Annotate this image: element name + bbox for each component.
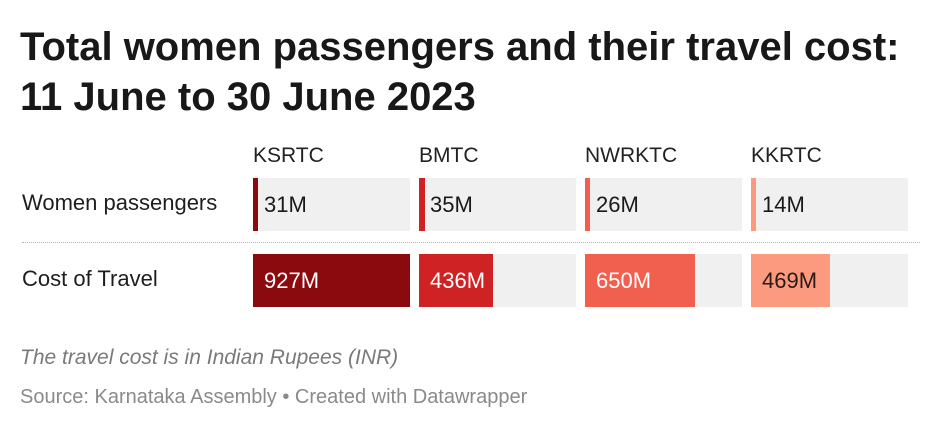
- column-header-ksrtc: KSRTC: [253, 144, 324, 167]
- cell-women-passengers-bmtc: 35M: [419, 178, 576, 231]
- data-label: 469M: [762, 268, 818, 293]
- bar-fill: [253, 178, 258, 231]
- cell-cost-of-travel-nwrktc: 650M: [585, 254, 742, 307]
- bar-fill: [585, 254, 695, 307]
- cell-cost-of-travel-bmtc: 436M: [419, 254, 576, 307]
- data-label: 31M: [264, 192, 307, 217]
- bar-background: [419, 178, 576, 231]
- cell-women-passengers-kkrtc: 14M: [751, 178, 908, 231]
- bar-background: [751, 178, 908, 231]
- chart-note: The travel cost is in Indian Rupees (INR…: [20, 346, 399, 369]
- cell-women-passengers-nwrktc: 26M: [585, 178, 742, 231]
- row-label-women-passengers: Women passengers: [22, 190, 218, 215]
- cell-women-passengers-ksrtc: 31M: [253, 178, 410, 231]
- bar-fill: [751, 178, 756, 231]
- bar-background: [253, 178, 410, 231]
- row-label-cost-of-travel: Cost of Travel: [22, 266, 158, 291]
- column-header-bmtc: BMTC: [419, 144, 479, 167]
- bar-fill: [419, 254, 493, 307]
- bar-fill: [751, 254, 830, 307]
- bar-fill: [419, 178, 425, 231]
- data-label: 26M: [596, 192, 639, 217]
- data-label: 927M: [264, 268, 320, 293]
- column-header-nwrktc: NWRKTC: [585, 144, 678, 167]
- row-divider: [22, 242, 920, 243]
- bar-fill: [253, 254, 410, 307]
- data-label: 650M: [596, 268, 652, 293]
- data-label: 35M: [430, 192, 473, 217]
- cell-cost-of-travel-kkrtc: 469M: [751, 254, 908, 307]
- data-label: 14M: [762, 192, 805, 217]
- bar-fill: [585, 178, 590, 231]
- chart-source: Source: Karnataka Assembly • Created wit…: [20, 386, 528, 408]
- bar-background: [585, 178, 742, 231]
- column-header-kkrtc: KKRTC: [751, 144, 822, 167]
- cell-cost-of-travel-ksrtc: 927M: [253, 254, 410, 307]
- data-label: 436M: [430, 268, 486, 293]
- chart-title: Total women passengers and their travel …: [20, 25, 900, 119]
